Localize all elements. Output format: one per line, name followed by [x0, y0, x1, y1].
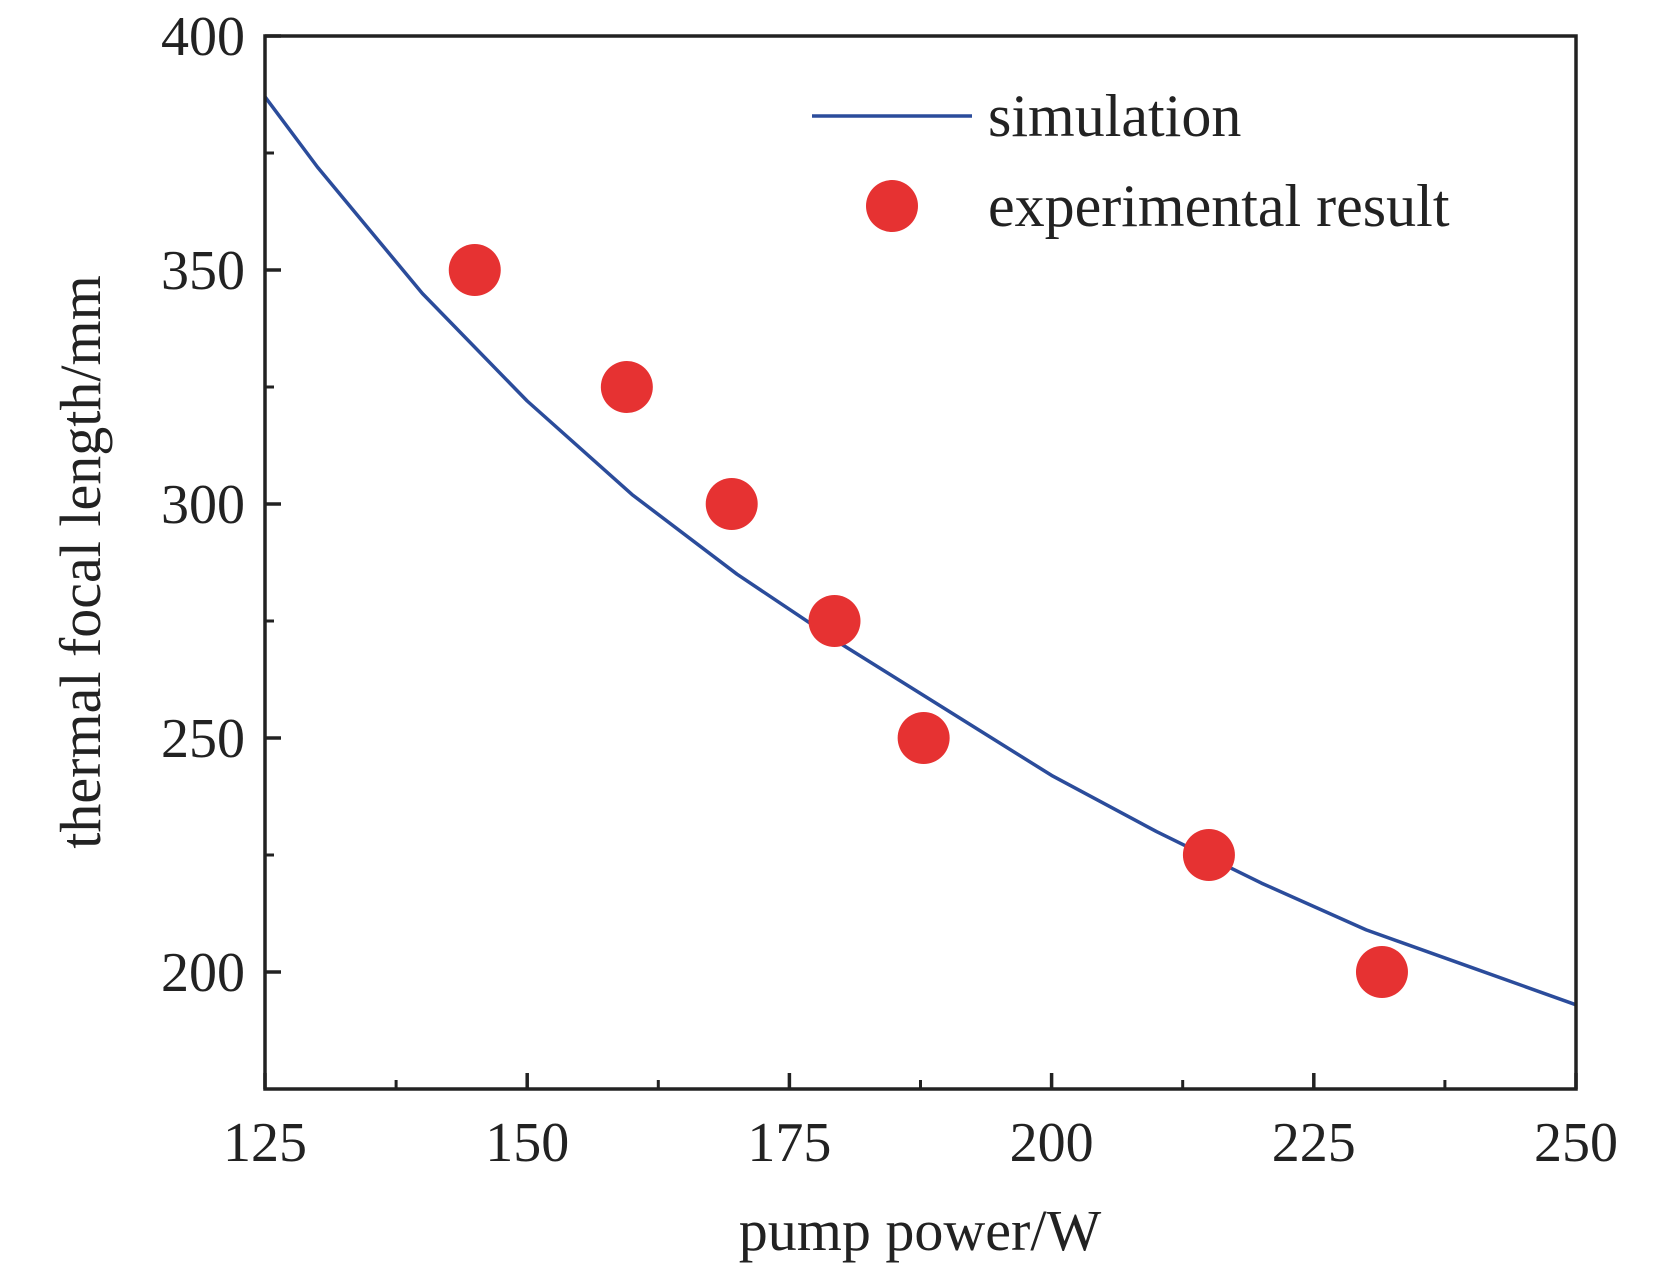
plot-area [263, 95, 1577, 1007]
y-tick-label: 300 [161, 474, 245, 536]
axis-ticks: 125 150 175 200 225 250 200 250 300 350 400 [161, 6, 1618, 1174]
legend-experimental-swatch [866, 180, 918, 232]
y-tick-label: 350 [161, 240, 245, 302]
experimental-point [600, 361, 653, 413]
x-tick-label: 175 [747, 1112, 831, 1174]
x-tick-label: 250 [1534, 1112, 1618, 1174]
experimental-point [448, 244, 501, 296]
x-tick-label: 225 [1272, 1112, 1356, 1174]
y-tick-label: 250 [161, 708, 245, 770]
legend-experimental-label: experimental result [988, 173, 1450, 239]
legend: simulation experimental result [812, 83, 1450, 239]
experimental-point [897, 712, 950, 764]
experimental-point [1355, 946, 1408, 998]
simulation-line [263, 95, 1577, 1007]
x-tick-label: 125 [223, 1112, 307, 1174]
experimental-point [808, 595, 861, 647]
y-tick-label: 400 [161, 6, 245, 68]
y-tick-label: 200 [161, 942, 245, 1004]
x-tick-label: 200 [1010, 1112, 1094, 1174]
y-axis-title: thermal focal length/mm [48, 275, 113, 848]
x-axis-title: pump power/W [739, 1198, 1102, 1263]
experimental-point [1182, 829, 1235, 881]
x-tick-label: 150 [485, 1112, 569, 1174]
legend-simulation-label: simulation [988, 83, 1241, 149]
experimental-point [705, 478, 758, 530]
